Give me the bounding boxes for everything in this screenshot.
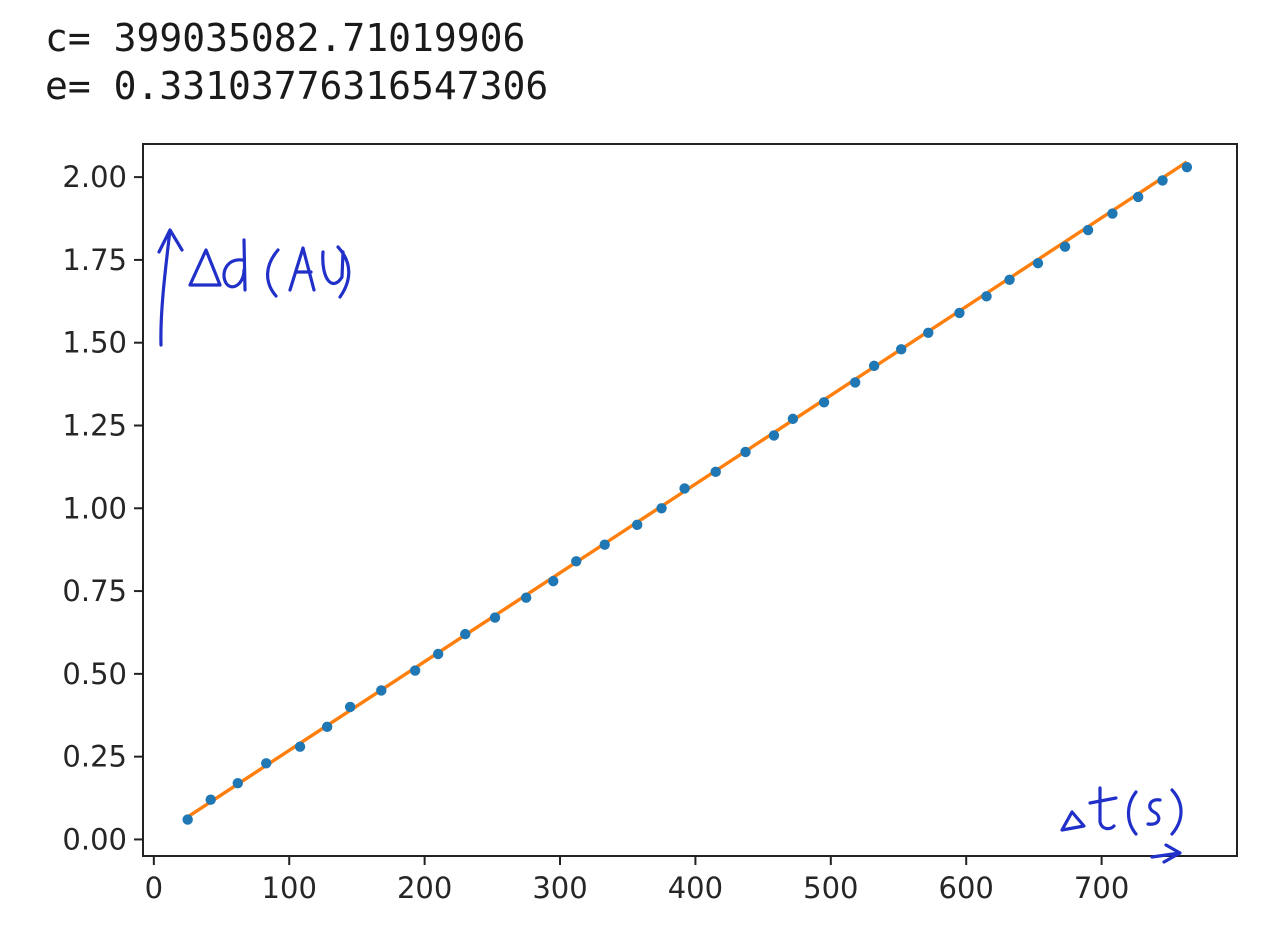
handwritten-delta-t xyxy=(1060,786,1183,836)
data-point xyxy=(787,413,799,425)
data-point xyxy=(294,741,306,752)
y-tick-label: 1.00 xyxy=(62,491,127,525)
up-arrow-icon xyxy=(157,228,184,347)
data-point xyxy=(409,665,421,676)
handwritten-delta-d xyxy=(188,238,247,292)
data-point xyxy=(460,628,471,640)
data-point xyxy=(1157,175,1168,186)
y-tick-label: 1.25 xyxy=(62,408,127,442)
data-point xyxy=(1004,274,1015,285)
data-point xyxy=(520,592,532,603)
x-tick-label: 0 xyxy=(145,871,163,905)
data-point xyxy=(896,344,907,355)
fit-parameter-c: c= 399035082.71019906 xyxy=(45,16,526,60)
data-point xyxy=(868,360,880,372)
x-axis: 0 100 200 300 400 500 600 700 xyxy=(145,856,1129,905)
data-point xyxy=(182,814,193,825)
y-tick-label: 2.00 xyxy=(62,160,127,194)
plot-area-frame xyxy=(142,143,1238,857)
data-point xyxy=(981,291,992,302)
x-tick-label: 500 xyxy=(803,871,858,905)
y-tick-label: 1.50 xyxy=(62,326,127,360)
data-point xyxy=(656,503,667,514)
y-tick-label: 1.75 xyxy=(62,243,127,277)
y-tick-label: 0.25 xyxy=(62,740,127,774)
y-tick-label: 0.00 xyxy=(62,822,127,856)
y-tick-label: 0.75 xyxy=(62,574,127,608)
data-point xyxy=(261,758,272,769)
data-point xyxy=(344,701,356,713)
handwritten-y-annotation: ↑Δd (AU) xyxy=(150,228,351,347)
data-point xyxy=(432,648,444,660)
console-output: c= 399035082.71019906 e= 0.3310377631654… xyxy=(45,14,548,110)
data-point xyxy=(205,794,216,805)
data-point xyxy=(1059,241,1071,252)
data-point xyxy=(376,685,387,696)
data-point xyxy=(923,327,934,338)
data-point xyxy=(818,397,830,408)
y-annotation-text: ↑Δd (AU) xyxy=(150,228,215,244)
right-arrow-icon xyxy=(1150,843,1182,864)
y-axis: 0.00 0.25 0.50 0.75 1.00 1.25 1.50 1.75 2.00 xyxy=(62,160,143,856)
data-points-layer xyxy=(182,161,1193,825)
data-point xyxy=(954,307,965,319)
x-tick-label: 700 xyxy=(1074,871,1129,905)
data-point xyxy=(1181,161,1193,173)
data-point xyxy=(1032,258,1044,269)
data-point xyxy=(599,539,610,550)
data-point xyxy=(849,377,861,388)
data-point xyxy=(631,519,643,531)
handwritten-x-annotation: Δt(s) → xyxy=(1060,786,1183,864)
data-point xyxy=(740,446,751,458)
x-tick-label: 600 xyxy=(939,871,994,905)
data-point xyxy=(1132,191,1144,203)
data-point xyxy=(1107,208,1118,219)
data-point xyxy=(710,466,721,478)
data-point xyxy=(232,777,243,789)
data-point xyxy=(571,556,582,567)
x-tick-label: 200 xyxy=(397,871,452,905)
x-tick-label: 300 xyxy=(532,871,587,905)
handwritten-au xyxy=(266,245,351,299)
data-point xyxy=(679,483,690,494)
x-tick-label: 400 xyxy=(668,871,723,905)
data-point xyxy=(1082,224,1094,236)
data-point xyxy=(321,721,333,733)
y-tick-label: 0.50 xyxy=(62,657,127,691)
x-tick-label: 100 xyxy=(262,871,317,905)
fit-parameter-e: e= 0.33103776316547306 xyxy=(45,64,549,108)
data-point xyxy=(548,575,559,587)
data-point xyxy=(768,430,780,441)
data-point xyxy=(489,612,501,623)
